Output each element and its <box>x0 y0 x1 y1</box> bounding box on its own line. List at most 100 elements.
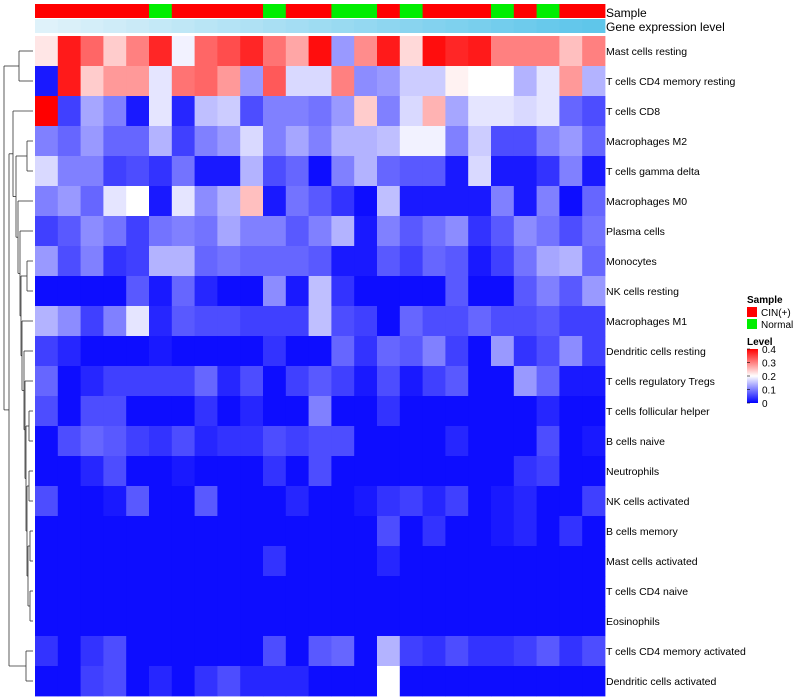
heatmap-cell <box>377 576 401 607</box>
heatmap-cell <box>126 456 150 487</box>
heatmap-cell <box>354 306 378 337</box>
heatmap-cell <box>80 276 104 307</box>
heatmap-cell <box>491 666 515 697</box>
heatmap-cell <box>126 156 150 187</box>
heatmap-cell <box>354 576 378 607</box>
heatmap-cell <box>422 396 446 427</box>
heatmap-cell <box>149 216 173 247</box>
row-label: T cells CD4 memory resting <box>606 76 735 88</box>
heatmap-cell <box>559 546 583 577</box>
row-labels: Mast cells resting T cells CD4 memory res… <box>606 46 746 688</box>
heatmap-cell <box>285 546 309 577</box>
heatmap-cell <box>331 426 355 457</box>
row-label: Macrophages M0 <box>606 196 687 208</box>
heatmap-cell <box>468 516 492 547</box>
heatmap-cell <box>377 546 401 577</box>
expression-cell <box>80 19 104 33</box>
sample-cell <box>285 4 309 18</box>
heatmap-cell <box>217 486 241 517</box>
heatmap-cell <box>217 426 241 457</box>
heatmap-cell <box>559 366 583 397</box>
heatmap-cell <box>559 126 583 157</box>
heatmap-cell <box>57 366 81 397</box>
heatmap-cell <box>240 486 264 517</box>
heatmap-cell <box>263 576 287 607</box>
heatmap-cell <box>582 546 606 577</box>
row-label: Dendritic cells resting <box>606 346 706 358</box>
heatmap-cell <box>582 186 606 217</box>
heatmap-cell <box>308 336 332 367</box>
heatmap-cell <box>57 246 81 277</box>
heatmap-cell <box>422 426 446 457</box>
heatmap-cell <box>582 426 606 457</box>
heatmap-cell <box>240 216 264 247</box>
heatmap-cell <box>149 336 173 367</box>
sample-cell <box>422 4 446 18</box>
heatmap-cell <box>285 216 309 247</box>
heatmap-cell <box>582 156 606 187</box>
heatmap-cell <box>80 126 104 157</box>
heatmap-cell <box>149 546 173 577</box>
heatmap-cell <box>468 486 492 517</box>
heatmap-cell <box>57 426 81 457</box>
heatmap-cell <box>80 336 104 367</box>
heatmap-cell <box>285 306 309 337</box>
heatmap-cell <box>559 486 583 517</box>
heatmap-cell <box>308 126 332 157</box>
heatmap-cell <box>445 216 469 247</box>
heatmap-cell <box>536 126 560 157</box>
heatmap-cell <box>422 666 446 697</box>
legend-tick-label: 0.3 <box>762 359 776 370</box>
heatmap-cell <box>491 546 515 577</box>
heatmap-cell <box>149 456 173 487</box>
heatmap-cell <box>80 186 104 217</box>
heatmap-cell <box>582 636 606 667</box>
heatmap-cell <box>331 306 355 337</box>
heatmap-cell <box>468 366 492 397</box>
heatmap-cell <box>240 36 264 67</box>
heatmap-cell <box>194 96 218 127</box>
heatmap-cell <box>354 666 378 697</box>
heatmap-cell <box>377 36 401 67</box>
heatmap-cell <box>331 336 355 367</box>
heatmap-cell <box>399 186 423 217</box>
sample-cell <box>354 4 378 18</box>
heatmap-cell <box>445 246 469 277</box>
heatmap-cell <box>240 606 264 637</box>
heatmap-cell <box>126 336 150 367</box>
row-label: T cells CD8 <box>606 106 660 118</box>
sample-cell <box>80 4 104 18</box>
heatmap-cell <box>80 576 104 607</box>
expression-cell <box>240 19 264 33</box>
heatmap-cell <box>354 426 378 457</box>
heatmap-cell <box>240 636 264 667</box>
heatmap-cell <box>331 36 355 67</box>
heatmap-cell <box>377 636 401 667</box>
heatmap-cell <box>308 186 332 217</box>
heatmap-cell <box>491 396 515 427</box>
heatmap-cell <box>422 636 446 667</box>
heatmap-cell <box>57 126 81 157</box>
heatmap-cell <box>422 156 446 187</box>
heatmap-cell <box>103 576 127 607</box>
heatmap-cell <box>80 426 104 457</box>
heatmap-cell <box>491 366 515 397</box>
heatmap-cell <box>354 66 378 97</box>
heatmap-cell <box>103 36 127 67</box>
legend-tick-label: 0 <box>762 399 768 410</box>
heatmap-cell <box>57 606 81 637</box>
heatmap-cell <box>331 156 355 187</box>
heatmap-cell <box>80 246 104 277</box>
heatmap-cell <box>536 216 560 247</box>
heatmap-cell <box>217 276 241 307</box>
heatmap-cell <box>468 306 492 337</box>
heatmap-cell <box>331 516 355 547</box>
heatmap-cell <box>308 546 332 577</box>
heatmap-cell <box>126 126 150 157</box>
expression-cell <box>217 19 241 33</box>
heatmap-cell <box>126 366 150 397</box>
heatmap-cell <box>377 456 401 487</box>
heatmap-cell <box>171 546 195 577</box>
sample-cell <box>399 4 423 18</box>
heatmap-cells <box>35 36 606 697</box>
